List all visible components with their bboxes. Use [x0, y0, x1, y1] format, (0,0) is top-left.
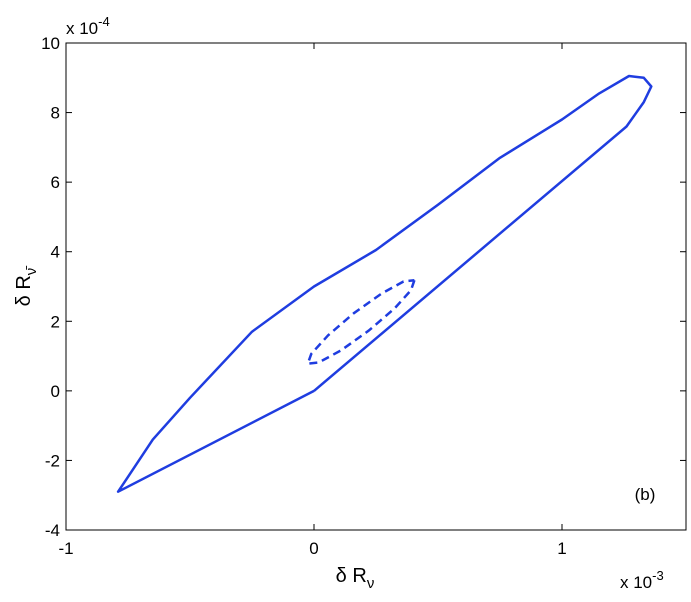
- y-tick-label: 0: [51, 382, 60, 401]
- x-multiplier-exponent: -3: [652, 568, 664, 583]
- curve: [116, 74, 653, 493]
- y-multiplier-exponent: -4: [98, 14, 110, 29]
- y-tick-label: 4: [51, 243, 60, 262]
- y-multiplier-base: x 10: [66, 19, 98, 38]
- plot-frame: [65, 42, 687, 531]
- y-label-sub: ν̄: [23, 266, 40, 276]
- x-tick-label: -1: [58, 539, 73, 558]
- x-multiplier: x 10-3: [620, 568, 664, 592]
- y-multiplier: x 10-4: [66, 14, 110, 38]
- x-tick-label: 0: [309, 539, 318, 558]
- x-tick-label: 1: [557, 539, 566, 558]
- x-axis-label: δ Rν: [336, 565, 375, 592]
- y-label-main: δ R: [13, 275, 35, 306]
- y-axis-label: δ Rν̄: [13, 266, 40, 307]
- y-tick-label: 6: [51, 173, 60, 192]
- annotation: (b): [635, 485, 656, 504]
- y-tick-label: 10: [41, 34, 60, 53]
- y-tick-label: -4: [45, 521, 60, 540]
- y-tick-label: -2: [45, 451, 60, 470]
- y-tick-label: 2: [51, 312, 60, 331]
- x-label-main: δ R: [336, 565, 367, 587]
- x-label-sub: ν: [367, 575, 375, 592]
- x-multiplier-base: x 10: [620, 573, 652, 592]
- y-tick-label: 8: [51, 104, 60, 123]
